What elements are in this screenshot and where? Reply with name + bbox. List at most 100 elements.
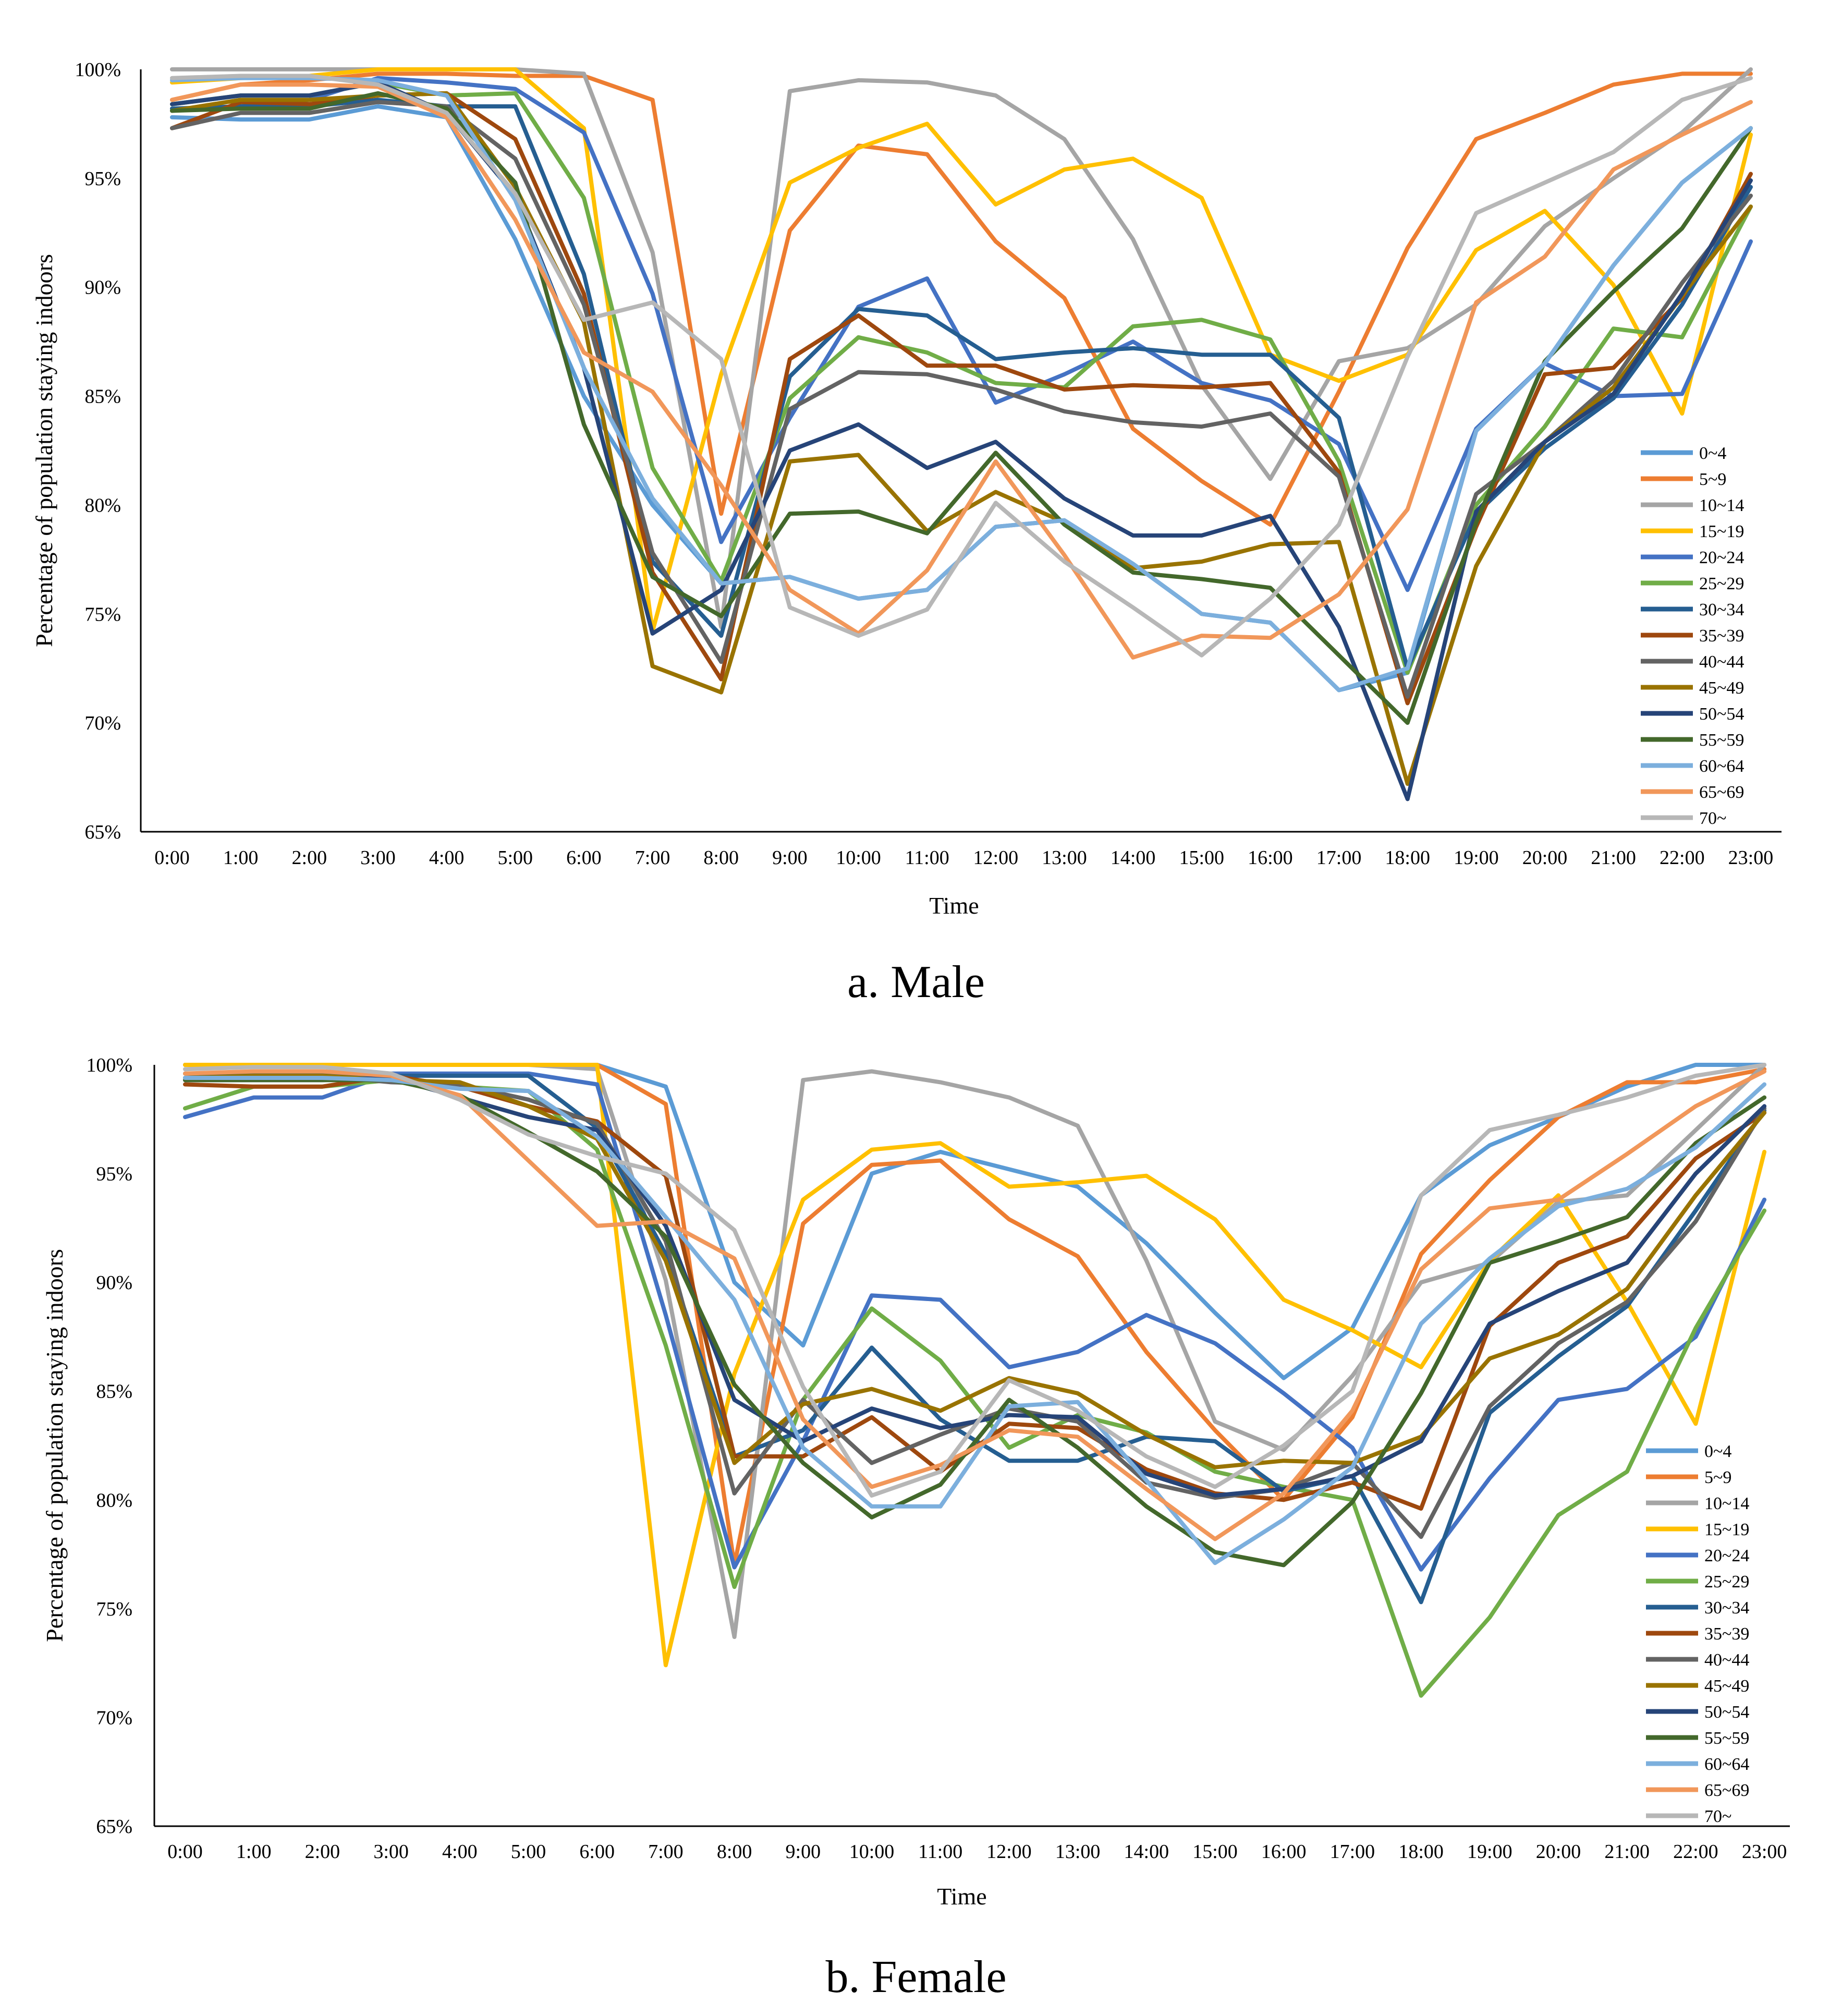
y-tick-label: 75% bbox=[96, 1598, 132, 1620]
legend-label: 30~34 bbox=[1704, 1598, 1749, 1618]
x-tick-label: 17:00 bbox=[1316, 847, 1362, 869]
y-tick-label: 80% bbox=[84, 494, 121, 516]
x-tick-label: 22:00 bbox=[1673, 1841, 1718, 1863]
x-tick-label: 0:00 bbox=[167, 1841, 203, 1863]
x-tick-label: 10:00 bbox=[836, 847, 881, 869]
legend-label: 5~9 bbox=[1699, 470, 1726, 489]
x-tick-label: 12:00 bbox=[986, 1841, 1032, 1863]
y-tick-labels: 65% 70% 75% 80% 85% 90% 95% 100% bbox=[86, 1054, 132, 1838]
x-tick-label: 13:00 bbox=[1055, 1841, 1101, 1863]
legend-label: 20~24 bbox=[1704, 1546, 1749, 1565]
legend-label: 15~19 bbox=[1704, 1520, 1749, 1539]
legend-label: 70~ bbox=[1699, 809, 1726, 828]
legend-label: 65~69 bbox=[1704, 1781, 1749, 1800]
x-tick-label: 14:00 bbox=[1111, 847, 1156, 869]
y-tick-label: 70% bbox=[84, 712, 121, 734]
legend-label: 40~44 bbox=[1704, 1650, 1749, 1670]
legend-label: 20~24 bbox=[1699, 548, 1744, 567]
x-axis-title: Time bbox=[937, 1883, 986, 1910]
x-tick-label: 8:00 bbox=[703, 847, 739, 869]
x-tick-label: 19:00 bbox=[1454, 847, 1499, 869]
legend-label: 10~14 bbox=[1699, 496, 1744, 515]
y-tick-label: 90% bbox=[96, 1272, 132, 1294]
x-tick-labels: 0:00 1:00 2:00 3:00 4:00 5:00 6:00 7:00 8:00 9:00… bbox=[167, 1841, 1787, 1863]
female-chart: 65% 70% 75% 80% 85% 90% 95% 100% 0:00 1:00 2:00 3:… bbox=[41, 1054, 1790, 2002]
x-tick-label: 20:00 bbox=[1522, 847, 1568, 869]
x-tick-label: 1:00 bbox=[236, 1841, 272, 1863]
y-tick-label: 90% bbox=[84, 277, 121, 299]
series-line-70~ bbox=[183, 1063, 1767, 1498]
legend-label: 60~64 bbox=[1704, 1755, 1749, 1774]
x-tick-label: 18:00 bbox=[1398, 1841, 1444, 1863]
x-tick-label: 6:00 bbox=[579, 1841, 615, 1863]
x-tick-label: 4:00 bbox=[429, 847, 465, 869]
legend-label: 5~9 bbox=[1704, 1468, 1731, 1487]
legend-label: 60~64 bbox=[1699, 757, 1744, 776]
legend-label: 50~54 bbox=[1699, 705, 1744, 724]
x-tick-label: 14:00 bbox=[1124, 1841, 1169, 1863]
legend-label: 0~4 bbox=[1704, 1442, 1731, 1461]
y-tick-label: 70% bbox=[96, 1707, 132, 1729]
legend-label: 50~54 bbox=[1704, 1703, 1749, 1722]
legend-label: 65~69 bbox=[1699, 783, 1744, 802]
x-tick-labels: 0:00 1:00 2:00 3:00 4:00 5:00 6:00 7:00 8:00 9:00… bbox=[154, 847, 1773, 869]
series-lines bbox=[170, 67, 1753, 801]
x-tick-label: 9:00 bbox=[786, 1841, 821, 1863]
legend-label: 70~ bbox=[1704, 1807, 1731, 1826]
y-tick-label: 85% bbox=[96, 1381, 132, 1403]
x-tick-label: 12:00 bbox=[973, 847, 1019, 869]
x-tick-label: 15:00 bbox=[1192, 1841, 1238, 1863]
series-line-5~9 bbox=[170, 71, 1753, 527]
legend-label: 10~14 bbox=[1704, 1494, 1749, 1513]
x-tick-label: 17:00 bbox=[1330, 1841, 1375, 1863]
x-tick-label: 1:00 bbox=[223, 847, 259, 869]
x-tick-label: 6:00 bbox=[566, 847, 602, 869]
x-tick-label: 4:00 bbox=[442, 1841, 478, 1863]
y-tick-label: 80% bbox=[96, 1489, 132, 1511]
legend-label: 55~59 bbox=[1699, 731, 1744, 750]
x-tick-label: 16:00 bbox=[1261, 1841, 1307, 1863]
legend-label: 35~39 bbox=[1699, 626, 1744, 646]
legend-label: 0~4 bbox=[1699, 444, 1726, 463]
x-tick-label: 3:00 bbox=[360, 847, 396, 869]
y-tick-labels: 65% 70% 75% 80% 85% 90% 95% 100% bbox=[75, 59, 121, 843]
x-tick-label: 15:00 bbox=[1179, 847, 1224, 869]
x-tick-label: 0:00 bbox=[154, 847, 190, 869]
y-tick-label: 95% bbox=[84, 168, 121, 190]
x-tick-label: 9:00 bbox=[772, 847, 808, 869]
series-line-70~ bbox=[170, 74, 1753, 658]
series-line-15~19 bbox=[170, 67, 1753, 634]
x-tick-label: 7:00 bbox=[648, 1841, 684, 1863]
x-tick-label: 2:00 bbox=[292, 847, 327, 869]
x-tick-label: 7:00 bbox=[635, 847, 670, 869]
x-tick-label: 22:00 bbox=[1660, 847, 1705, 869]
x-tick-label: 16:00 bbox=[1248, 847, 1293, 869]
y-axis-title: Percentage of population staying indoors bbox=[41, 1249, 68, 1642]
y-tick-label: 75% bbox=[84, 603, 121, 625]
x-tick-label: 23:00 bbox=[1728, 847, 1774, 869]
series-line-60~64 bbox=[183, 1076, 1767, 1565]
y-tick-label: 100% bbox=[86, 1054, 132, 1076]
legend-label: 35~39 bbox=[1704, 1624, 1749, 1644]
x-tick-label: 5:00 bbox=[497, 847, 533, 869]
x-tick-label: 21:00 bbox=[1604, 1841, 1650, 1863]
series-line-20~24 bbox=[183, 1071, 1767, 1572]
x-tick-label: 20:00 bbox=[1536, 1841, 1581, 1863]
legend-label: 25~29 bbox=[1704, 1572, 1749, 1592]
series-line-65~69 bbox=[183, 1069, 1767, 1541]
y-tick-label: 95% bbox=[96, 1163, 132, 1185]
x-tick-label: 23:00 bbox=[1742, 1841, 1787, 1863]
x-tick-label: 21:00 bbox=[1591, 847, 1636, 869]
x-tick-label: 8:00 bbox=[717, 1841, 752, 1863]
legend-label: 30~34 bbox=[1699, 600, 1744, 620]
legend-label: 15~19 bbox=[1699, 522, 1744, 541]
legend-label: 25~29 bbox=[1699, 574, 1744, 593]
legend: 0~4 5~9 10~14 15~19 20~24 25~29 30~34 35~39 40~4… bbox=[1646, 1442, 1749, 1826]
x-tick-label: 2:00 bbox=[305, 1841, 340, 1863]
y-tick-label: 65% bbox=[84, 821, 121, 843]
y-axis-title: Percentage of population staying indoors bbox=[31, 254, 57, 647]
male-chart: 65% 70% 75% 80% 85% 90% 95% 100% 0:00 1:00 2:00 3:… bbox=[31, 59, 1782, 1007]
x-tick-label: 3:00 bbox=[373, 1841, 409, 1863]
panel-caption-male: a. Male bbox=[847, 957, 985, 1007]
